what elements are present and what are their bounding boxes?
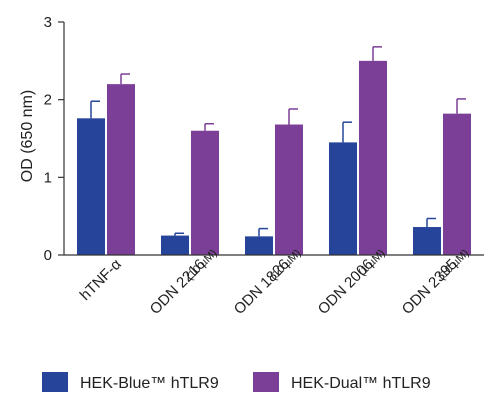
bar-hek-dual: [359, 60, 387, 256]
y-axis: 0 1 2 3: [44, 14, 65, 264]
y-tick-label: 2: [44, 92, 52, 109]
bar-hek-blue: [329, 142, 357, 255]
legend-label: HEK-Dual™ hTLR9: [291, 375, 431, 392]
bar-hek-dual: [191, 130, 219, 255]
y-tick-label: 1: [44, 169, 52, 186]
bar-hek-blue: [161, 235, 189, 255]
bar-hek-blue: [413, 227, 441, 255]
bar-hek-dual: [107, 84, 135, 255]
y-tick-label: 0: [44, 247, 52, 264]
y-axis-title: OD (650 nm): [19, 90, 36, 182]
legend: HEK-Blue™ hTLR9 HEK-Dual™ hTLR9: [42, 372, 431, 392]
bars-group: [77, 46, 471, 256]
x-category: hTNF-α: [77, 256, 125, 304]
x-category-label: hTNF-α: [77, 256, 125, 304]
bar-hek-blue: [77, 118, 105, 255]
bar-hek-blue: [245, 236, 273, 255]
x-axis: hTNF-α ODN 2216(10 µM) ODN 1826(10 µM) ODN …: [64, 247, 484, 318]
bar-hek-dual: [443, 113, 471, 255]
y-tick-label: 3: [44, 14, 52, 31]
bar-hek-dual: [275, 124, 303, 256]
legend-label: HEK-Blue™ hTLR9: [80, 375, 219, 392]
legend-swatch: [42, 372, 68, 392]
legend-swatch: [253, 372, 279, 392]
